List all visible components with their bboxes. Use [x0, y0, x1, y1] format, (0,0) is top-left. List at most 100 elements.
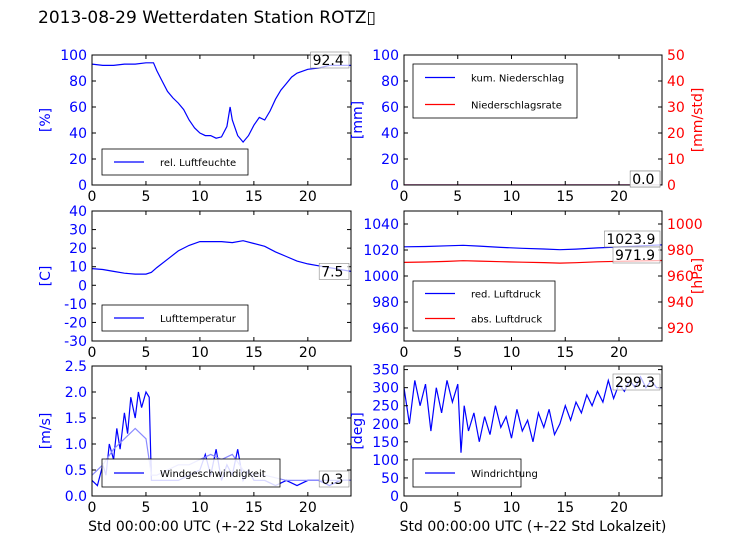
- y-tick-label: 40: [381, 126, 399, 142]
- y-right-axis-label: [hPa]: [690, 258, 706, 294]
- x-tick-label: 10: [503, 500, 521, 516]
- y-right-tick-label: 20: [667, 126, 685, 142]
- x-tick-label: 15: [556, 345, 574, 361]
- x-tick-label: 10: [503, 345, 521, 361]
- y-tick-label: 2.5: [65, 359, 87, 375]
- x-tick-label: 15: [556, 500, 574, 516]
- x-tick-label: 15: [556, 189, 574, 205]
- plot-frame-wind_speed: [91, 365, 352, 497]
- last-value-temperature: 7.5: [321, 264, 343, 280]
- y-tick-label: 100: [372, 48, 399, 64]
- x-tick-label: 15: [245, 189, 263, 205]
- chart-panel-precipitation: 0 5 10 15 20 0 20 40 60 80 100 0 10 20 30 40 50 [mm] [mm/s…: [350, 48, 706, 205]
- last-value-2-pressure: 971.9: [615, 248, 655, 264]
- y-tick-label: 80: [69, 74, 87, 90]
- y-tick-label: 0.5: [65, 463, 87, 479]
- chart-panel-temperature: 0 5 10 15 20 -30 -20 -10 0 10 20 30 40 [C] Lufttempera…: [38, 204, 352, 361]
- y-tick-label: 300: [372, 381, 399, 397]
- x-tick-label: 5: [141, 345, 150, 361]
- plot-frame-temperature: [91, 210, 352, 342]
- y-tick-label: 40: [69, 126, 87, 142]
- y-axis-label: [m/s]: [38, 413, 54, 450]
- last-value-humidity: 92.4: [313, 53, 344, 69]
- y-tick-label: 1.5: [65, 411, 87, 427]
- series-line-humidity-0: [92, 62, 351, 144]
- y-axis-label: [C]: [38, 266, 54, 287]
- x-tick-label: 5: [453, 345, 462, 361]
- last-value-pressure: 1023.9: [606, 232, 655, 248]
- y-tick-label: 1020: [363, 243, 399, 259]
- y-right-tick-label: 10: [667, 152, 685, 168]
- legend-label: kum. Niederschlag: [471, 74, 564, 85]
- last-value-wind_direction: 299.3: [615, 375, 655, 391]
- y-right-axis-label: [mm/std]: [690, 88, 706, 153]
- last-value-wind_speed: 0.3: [321, 472, 343, 488]
- last-value-2-pressure-box: [612, 246, 661, 264]
- y-tick-label: 20: [69, 152, 87, 168]
- chart-panel-wind_speed: 0 5 10 15 20 0.0 0.5 1.0 1.5 2.0 2.5 [m/s] Std 00:00…: [38, 359, 355, 535]
- chart-panel-humidity: 0 5 10 15 20 0 20 40 60 80 100 [%] rel. Luftfeuchte 9…: [38, 48, 352, 205]
- y-tick-label: 100: [372, 453, 399, 469]
- last-value-2-precipitation: 0.0: [632, 172, 654, 188]
- y-tick-label: 1040: [363, 217, 399, 233]
- x-tick-label: 5: [453, 500, 462, 516]
- x-tick-label: 10: [503, 189, 521, 205]
- y-tick-label: 80: [381, 74, 399, 90]
- y-tick-label: 350: [372, 363, 399, 379]
- y-tick-label: 60: [69, 100, 87, 116]
- y-tick-label: 60: [381, 100, 399, 116]
- last-value-2-precipitation-box: [629, 170, 661, 188]
- y-tick-label: 250: [372, 399, 399, 415]
- y-tick-label: 2.0: [65, 385, 87, 401]
- y-tick-label: 0: [78, 178, 87, 194]
- y-right-tick-label: 960: [667, 269, 694, 285]
- series-line-temperature-0: [92, 240, 351, 275]
- y-tick-label: 1.0: [65, 437, 87, 453]
- y-tick-label: 0: [390, 178, 399, 194]
- x-tick-label: 15: [245, 345, 263, 361]
- y-tick-label: 150: [372, 435, 399, 451]
- y-tick-label: 30: [69, 223, 87, 239]
- y-right-tick-label: 0: [667, 178, 676, 194]
- y-tick-label: 20: [69, 241, 87, 257]
- legend-label: abs. Luftdruck: [471, 315, 542, 326]
- plot-frame-precipitation: [403, 54, 663, 186]
- legend-label: red. Luftdruck: [471, 290, 541, 301]
- legend-box: [412, 63, 578, 119]
- x-axis-label: Std 00:00:00 UTC (+-22 Std Lokalzeit): [88, 519, 355, 535]
- y-right-tick-label: 940: [667, 295, 694, 311]
- y-right-tick-label: 30: [667, 100, 685, 116]
- y-tick-label: -20: [64, 315, 87, 331]
- y-tick-label: 10: [69, 260, 87, 276]
- y-tick-label: -10: [64, 297, 87, 313]
- y-tick-label: 200: [372, 417, 399, 433]
- x-tick-label: 5: [453, 189, 462, 205]
- x-tick-label: 0: [88, 345, 97, 361]
- legend-box: [412, 280, 556, 332]
- y-tick-label: 980: [372, 295, 399, 311]
- x-tick-label: 20: [299, 189, 317, 205]
- y-tick-label: 0: [78, 278, 87, 294]
- x-tick-label: 5: [141, 189, 150, 205]
- y-axis-label: [mm]: [350, 101, 366, 139]
- x-tick-label: 20: [610, 189, 628, 205]
- y-tick-label: 50: [381, 471, 399, 487]
- x-tick-label: 0: [88, 189, 97, 205]
- x-tick-label: 10: [191, 345, 209, 361]
- y-tick-label: 20: [381, 152, 399, 168]
- x-tick-label: 5: [141, 500, 150, 516]
- y-right-tick-label: 980: [667, 243, 694, 259]
- y-tick-label: 100: [60, 48, 87, 64]
- x-tick-label: 20: [610, 345, 628, 361]
- x-axis-label: Std 00:00:00 UTC (+-22 Std Lokalzeit): [400, 519, 667, 535]
- y-tick-label: 0.0: [65, 489, 87, 505]
- last-value-wind_speed-box: [318, 470, 350, 488]
- y-axis-label: [%]: [38, 108, 54, 132]
- legend-label: Windgeschwindigkeit: [160, 469, 266, 480]
- last-value-humidity-box: [310, 51, 350, 69]
- x-tick-label: 15: [245, 500, 263, 516]
- x-tick-label: 0: [400, 345, 409, 361]
- y-tick-label: 1000: [363, 269, 399, 285]
- plot-frame-humidity: [91, 54, 352, 186]
